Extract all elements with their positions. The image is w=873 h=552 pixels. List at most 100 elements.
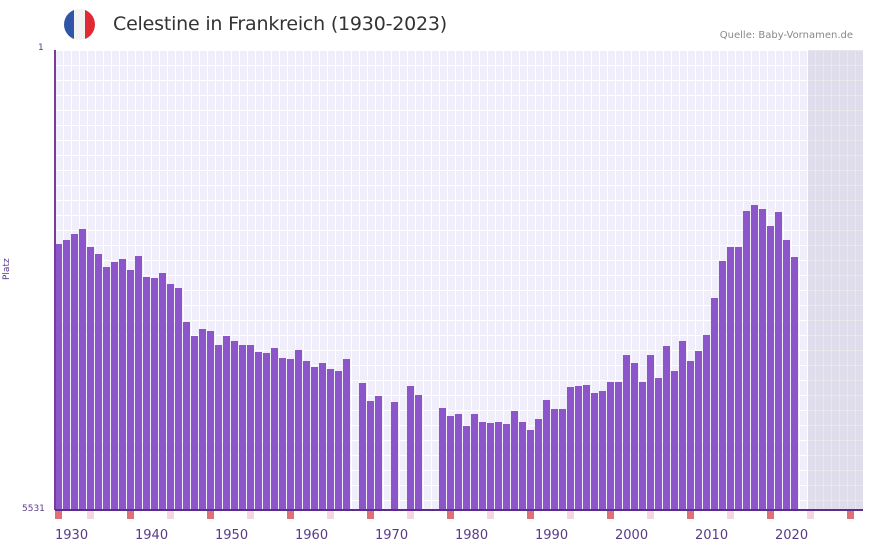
bar-1950[interactable]	[215, 345, 222, 510]
bar-1934[interactable]	[87, 247, 94, 510]
bar-1933[interactable]	[79, 229, 86, 510]
bar-2004[interactable]	[647, 355, 654, 510]
bar-2000[interactable]	[615, 382, 622, 510]
bar-2016[interactable]	[743, 211, 750, 510]
bar-1951[interactable]	[223, 336, 230, 510]
bar-2003[interactable]	[639, 382, 646, 510]
bar-1955[interactable]	[255, 352, 262, 510]
bar-2008[interactable]	[679, 341, 686, 510]
bar-1958[interactable]	[279, 358, 286, 510]
bar-2014[interactable]	[727, 247, 734, 510]
bar-1937[interactable]	[111, 262, 118, 510]
bar-1952[interactable]	[231, 341, 238, 510]
bar-2001[interactable]	[623, 355, 630, 510]
x-tick-label: 2000	[615, 528, 649, 543]
bar-1963[interactable]	[319, 363, 326, 510]
bar-1954[interactable]	[247, 345, 254, 510]
bar-1997[interactable]	[591, 393, 598, 510]
bar-1965[interactable]	[335, 371, 342, 510]
year-mark	[527, 511, 534, 519]
bar-1943[interactable]	[159, 273, 166, 510]
bar-1986[interactable]	[503, 424, 510, 510]
bar-1931[interactable]	[63, 240, 70, 510]
bar-1984[interactable]	[487, 423, 494, 510]
bar-2021[interactable]	[783, 240, 790, 510]
year-mark	[607, 511, 614, 519]
year-mark	[247, 511, 254, 519]
bar-1946[interactable]	[183, 322, 190, 510]
bar-1936[interactable]	[103, 267, 110, 510]
bar-1996[interactable]	[583, 385, 590, 510]
year-mark	[327, 511, 334, 519]
bar-1962[interactable]	[311, 367, 318, 510]
year-mark	[767, 511, 774, 519]
bar-1974[interactable]	[407, 386, 414, 510]
bar-1975[interactable]	[415, 395, 422, 510]
bar-2020[interactable]	[775, 212, 782, 510]
bar-1942[interactable]	[151, 278, 158, 510]
bar-1947[interactable]	[191, 336, 198, 510]
bar-2005[interactable]	[655, 378, 662, 510]
bar-1999[interactable]	[607, 382, 614, 510]
bar-1982[interactable]	[471, 414, 478, 510]
bar-2010[interactable]	[695, 351, 702, 510]
bar-1987[interactable]	[511, 411, 518, 510]
bar-1969[interactable]	[367, 401, 374, 510]
bar-1941[interactable]	[143, 277, 150, 510]
bar-1966[interactable]	[343, 359, 350, 510]
bar-1995[interactable]	[575, 386, 582, 510]
bar-2009[interactable]	[687, 361, 694, 510]
bar-2013[interactable]	[719, 261, 726, 510]
bar-1957[interactable]	[271, 348, 278, 510]
bar-1956[interactable]	[263, 353, 270, 510]
bar-1948[interactable]	[199, 329, 206, 510]
year-marks	[55, 511, 863, 519]
bar-1939[interactable]	[127, 270, 134, 510]
bar-2017[interactable]	[751, 205, 758, 510]
bar-1940[interactable]	[135, 256, 142, 510]
bar-1983[interactable]	[479, 422, 486, 510]
bar-2015[interactable]	[735, 247, 742, 510]
bar-1991[interactable]	[543, 400, 550, 510]
bar-2018[interactable]	[759, 209, 766, 510]
bar-1990[interactable]	[535, 419, 542, 510]
bar-2019[interactable]	[767, 226, 774, 510]
x-tick-label: 1950	[215, 528, 249, 543]
bar-1949[interactable]	[207, 331, 214, 510]
bar-1972[interactable]	[391, 402, 398, 510]
bar-1978[interactable]	[439, 408, 446, 510]
bar-2012[interactable]	[711, 298, 718, 510]
x-tick-label: 2020	[775, 528, 809, 543]
bar-1979[interactable]	[447, 416, 454, 510]
bar-1985[interactable]	[495, 422, 502, 510]
bar-2007[interactable]	[671, 371, 678, 510]
bar-1944[interactable]	[167, 284, 174, 510]
bar-1980[interactable]	[455, 414, 462, 510]
bar-1960[interactable]	[295, 350, 302, 510]
bar-1964[interactable]	[327, 369, 334, 510]
bar-1988[interactable]	[519, 422, 526, 510]
year-mark	[407, 511, 414, 519]
bar-1930[interactable]	[55, 244, 62, 510]
bar-1981[interactable]	[463, 426, 470, 510]
bar-1993[interactable]	[559, 409, 566, 510]
bar-1989[interactable]	[527, 430, 534, 510]
bar-1992[interactable]	[551, 409, 558, 510]
bar-2002[interactable]	[631, 363, 638, 510]
bar-1994[interactable]	[567, 387, 574, 510]
y-tick-top: 1	[38, 43, 44, 53]
bar-2011[interactable]	[703, 335, 710, 510]
x-tick-label: 1980	[455, 528, 489, 543]
bar-1998[interactable]	[599, 391, 606, 510]
bar-1953[interactable]	[239, 345, 246, 510]
bar-1970[interactable]	[375, 396, 382, 510]
bar-2006[interactable]	[663, 346, 670, 510]
bar-1932[interactable]	[71, 234, 78, 510]
bar-1959[interactable]	[287, 359, 294, 510]
bar-1935[interactable]	[95, 254, 102, 510]
bar-1945[interactable]	[175, 288, 182, 510]
bar-1938[interactable]	[119, 259, 126, 510]
bar-1961[interactable]	[303, 361, 310, 510]
bar-2022[interactable]	[791, 257, 798, 510]
bar-1968[interactable]	[359, 383, 366, 510]
